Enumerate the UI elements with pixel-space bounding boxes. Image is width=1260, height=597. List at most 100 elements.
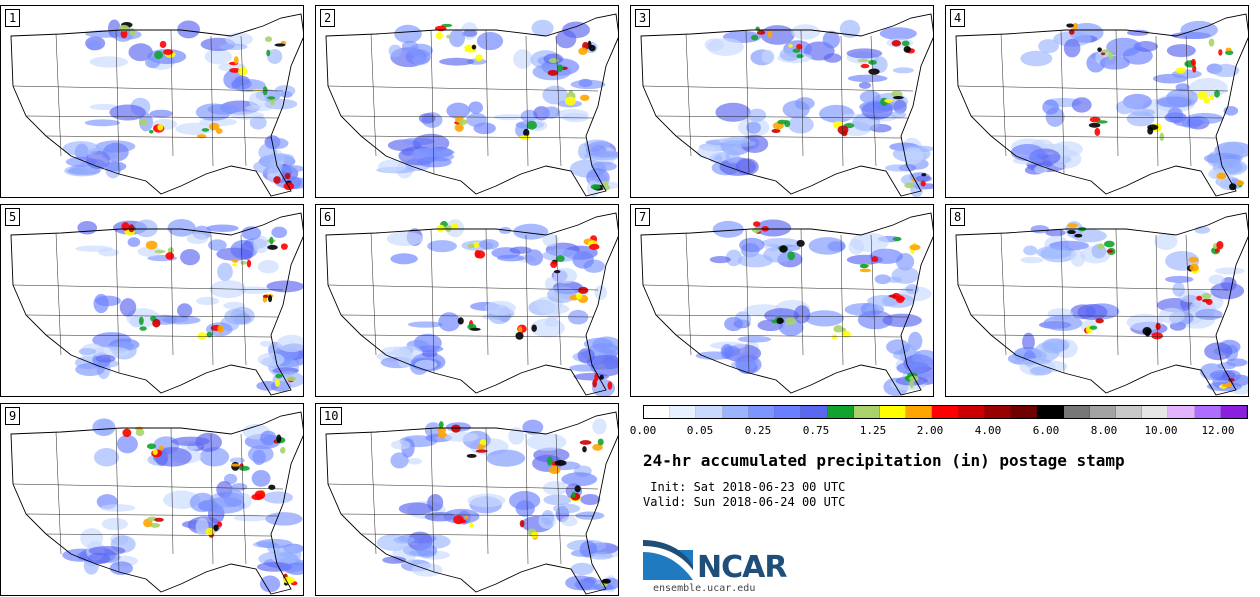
colorbar-tick-label: 6.00	[1032, 424, 1060, 437]
precip-area	[89, 56, 129, 68]
conus-precip-map	[325, 13, 618, 197]
precip-area	[1195, 308, 1223, 321]
precip-area	[897, 296, 906, 301]
precip-area	[129, 28, 136, 37]
precip-area	[197, 332, 208, 340]
precip-area	[1188, 256, 1199, 263]
precip-area	[715, 102, 751, 122]
precip-area	[273, 544, 302, 565]
state-border	[170, 228, 174, 356]
precip-area	[556, 64, 563, 73]
precip-area	[1190, 58, 1196, 66]
precip-area	[476, 31, 504, 51]
precip-area	[257, 260, 279, 274]
precip-area	[882, 313, 922, 328]
precip-area	[1194, 226, 1211, 234]
conus-precip-map	[640, 212, 933, 396]
colorbar-swatch	[1220, 406, 1248, 418]
precip-area	[1095, 318, 1104, 324]
precip-area	[1130, 108, 1156, 117]
precip-area	[240, 260, 247, 265]
precip-area	[186, 233, 208, 245]
precip-area	[893, 99, 907, 114]
precip-area	[86, 40, 102, 51]
precip-area	[91, 346, 130, 358]
precip-area	[579, 440, 592, 445]
colorbar-swatch	[1194, 406, 1221, 418]
chart-title: 24-hr accumulated precipitation (in) pos…	[643, 451, 1125, 470]
precip-area	[565, 575, 595, 591]
state-border	[115, 29, 120, 175]
colorbar-tick-label: 10.00	[1144, 424, 1178, 437]
coastline	[325, 411, 618, 595]
precip-area	[724, 316, 743, 332]
precip-area	[438, 312, 461, 332]
precip-area	[822, 30, 840, 49]
state-border	[360, 135, 587, 139]
state-border	[990, 135, 1217, 139]
precip-area	[64, 165, 101, 177]
state-border	[327, 284, 599, 291]
precip-area	[97, 418, 113, 436]
precip-area	[259, 575, 281, 593]
colorbar-swatch	[853, 406, 880, 418]
precip-area	[909, 379, 915, 389]
colorbar-swatch	[696, 406, 723, 418]
precip-area	[449, 29, 465, 48]
state-border	[340, 115, 595, 119]
state-border	[990, 334, 1217, 338]
precip-area	[888, 294, 897, 298]
precip-area	[180, 249, 201, 266]
colorbar-tick-label: 2.00	[916, 424, 944, 437]
conus-precip-map	[10, 212, 303, 396]
state-border	[870, 35, 877, 167]
precip-area	[1165, 275, 1194, 283]
precip-area	[238, 286, 271, 294]
precip-area	[137, 246, 162, 257]
precip-area	[1115, 100, 1134, 115]
precip-area	[1066, 23, 1074, 28]
precip-area	[436, 224, 445, 232]
ensemble-member-panel-8: 8	[945, 204, 1249, 397]
state-border	[685, 33, 692, 157]
precip-area	[116, 434, 138, 454]
precip-area	[237, 66, 248, 76]
precip-area	[416, 544, 438, 558]
precip-area	[378, 159, 407, 173]
precip-area	[579, 94, 590, 101]
precip-area	[890, 111, 907, 119]
precip-area	[1072, 229, 1107, 243]
precip-area	[709, 255, 731, 264]
precip-area	[219, 43, 248, 51]
precip-area	[1034, 342, 1060, 362]
precip-area	[859, 90, 881, 104]
precip-area	[201, 128, 210, 132]
precip-area	[513, 223, 549, 240]
precip-area	[451, 222, 459, 231]
precip-area	[735, 158, 759, 176]
precip-area	[215, 128, 223, 134]
state-border	[240, 234, 247, 366]
precip-area	[524, 249, 544, 266]
precip-area	[1022, 332, 1035, 352]
state-border	[675, 135, 902, 139]
precip-area	[575, 511, 605, 520]
precip-area	[230, 111, 265, 120]
precip-area	[578, 47, 588, 55]
panel-number: 10	[320, 407, 343, 425]
precip-area	[1070, 249, 1086, 267]
precip-area	[276, 334, 303, 353]
colorbar-swatch	[1037, 406, 1064, 418]
colorbar-swatch	[670, 406, 697, 418]
precip-area	[1094, 127, 1101, 136]
precip-area	[119, 298, 137, 317]
precip-area	[871, 256, 879, 263]
precip-area	[857, 58, 870, 63]
precip-area	[796, 53, 804, 59]
coastline	[955, 212, 1248, 396]
precip-area	[414, 359, 438, 370]
precip-area	[779, 245, 788, 253]
precip-area	[265, 137, 289, 149]
precip-area	[392, 345, 422, 358]
precip-area	[217, 324, 224, 333]
